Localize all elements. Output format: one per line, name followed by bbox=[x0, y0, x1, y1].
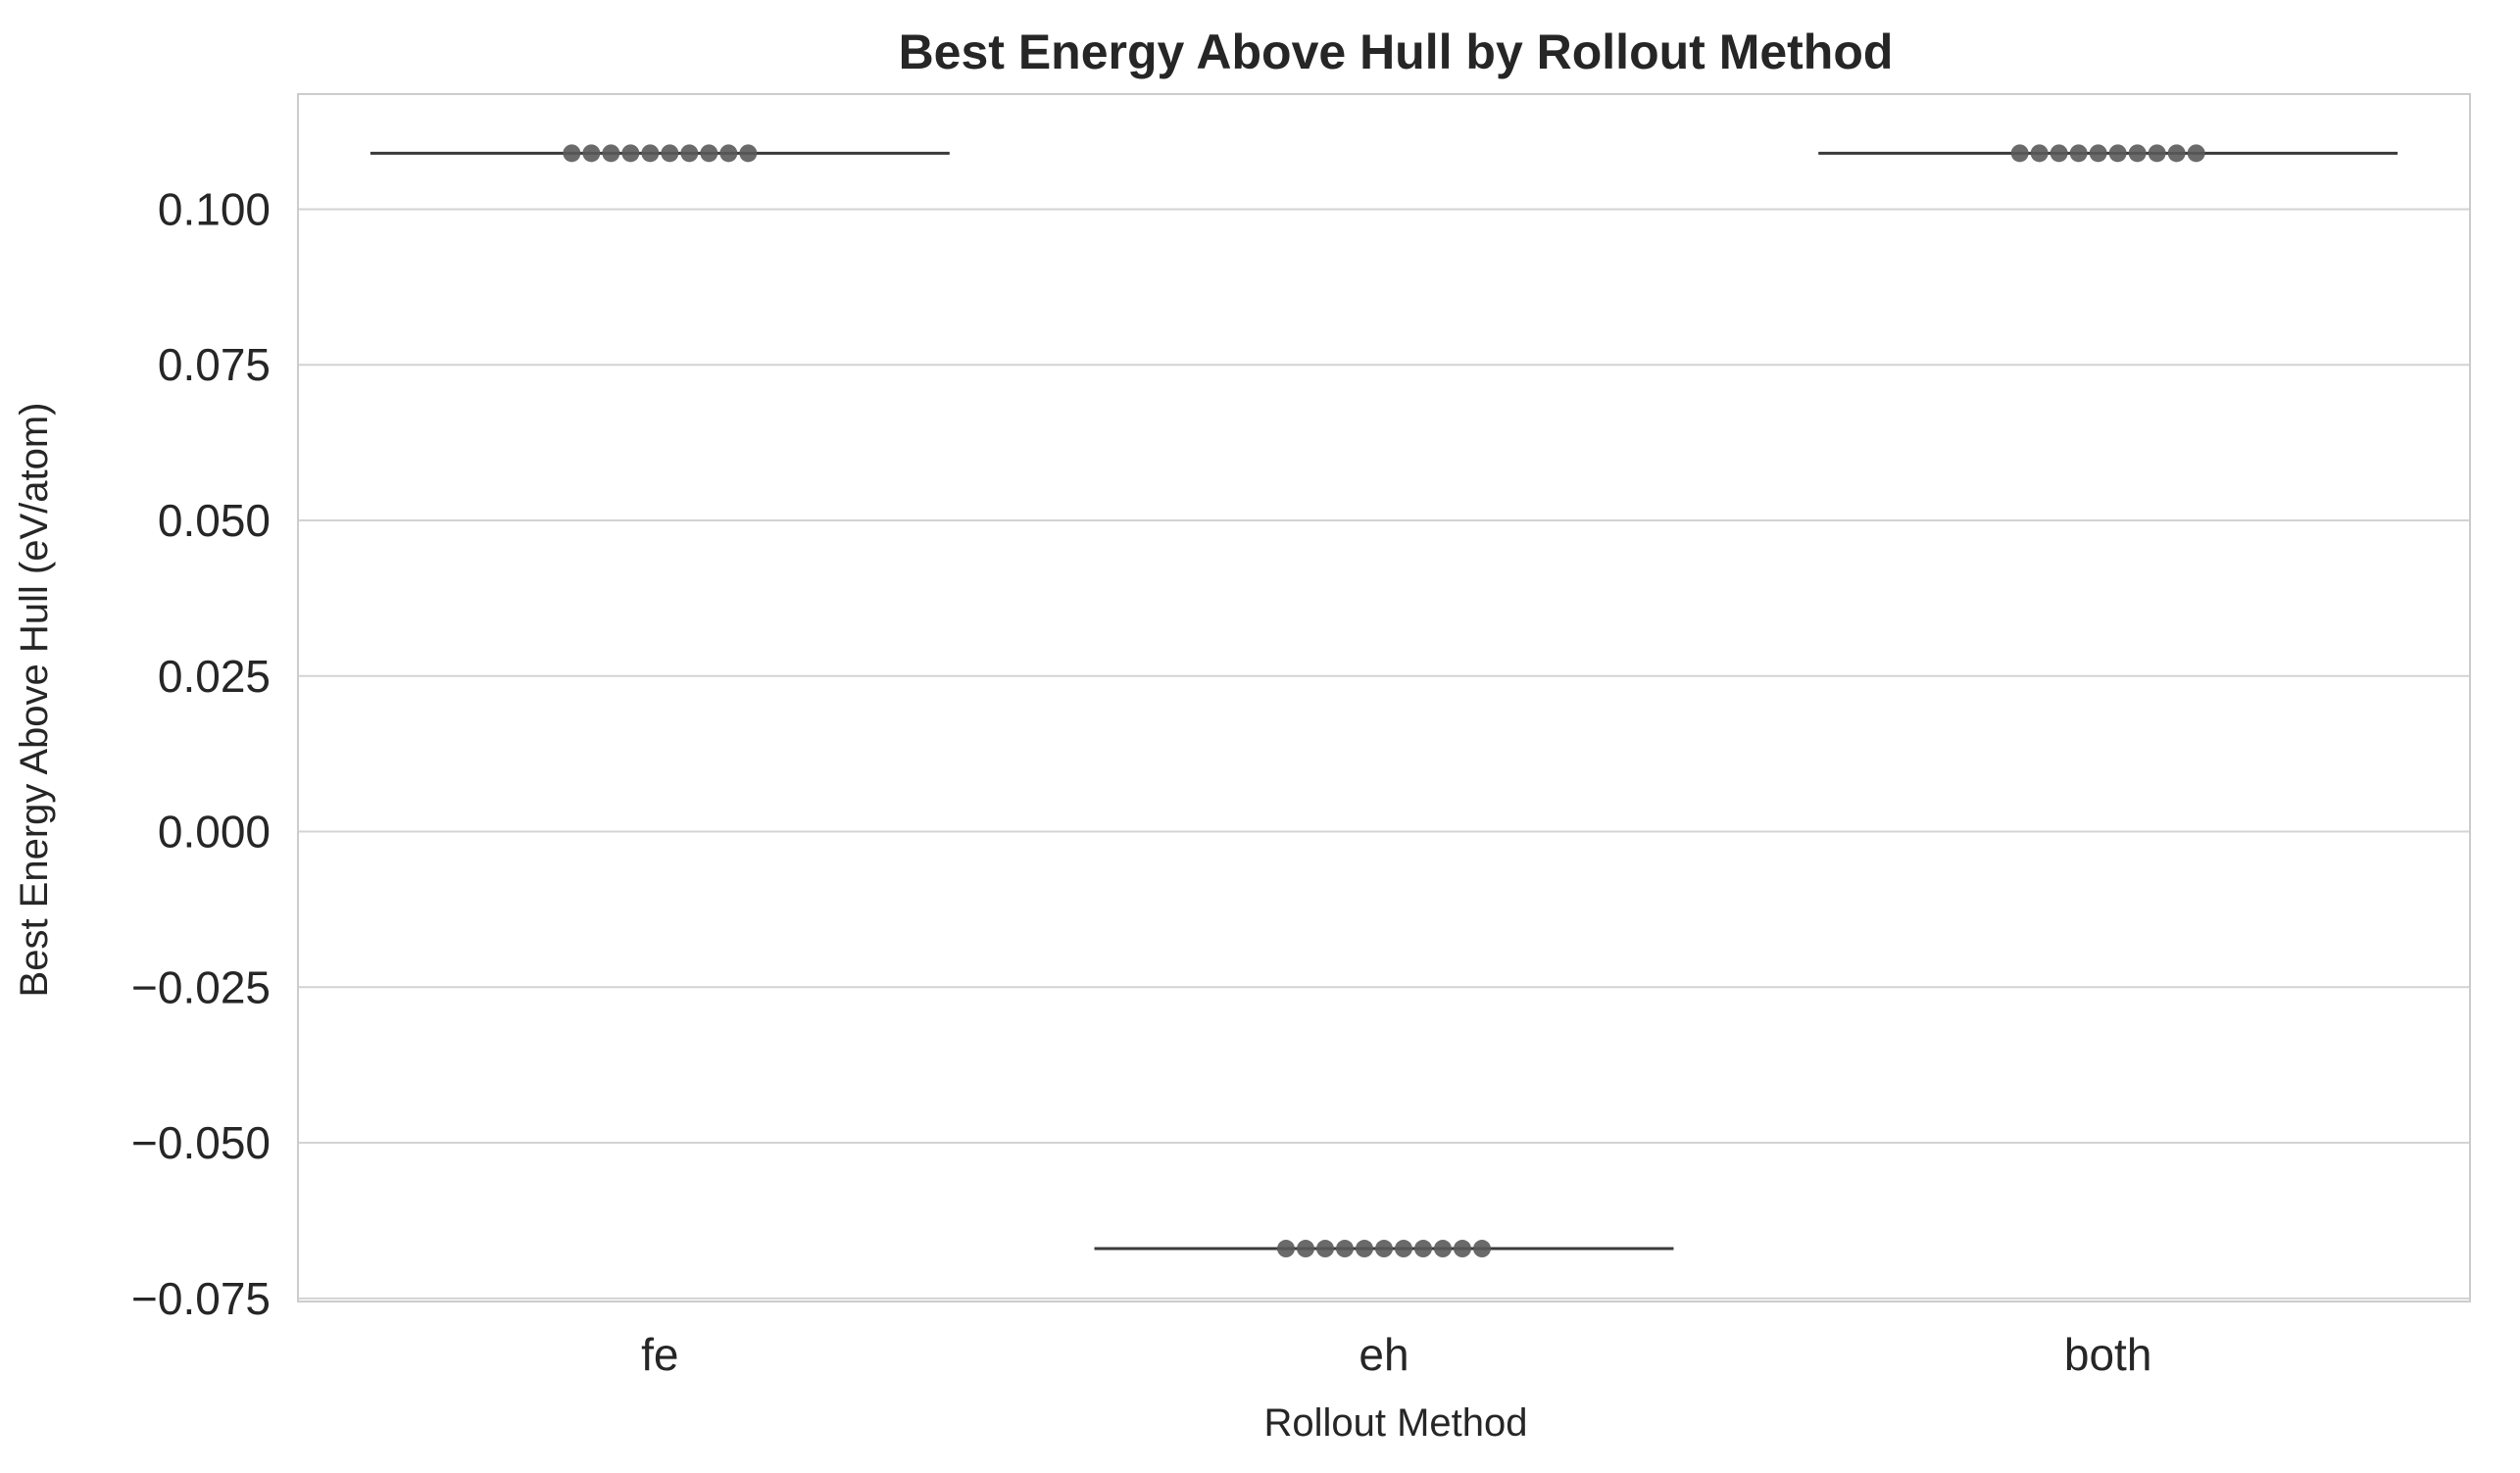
data-point-fe bbox=[641, 144, 660, 163]
data-point-fe bbox=[563, 144, 581, 163]
x-tick-label-both: both bbox=[2064, 1329, 2152, 1380]
x-axis-label: Rollout Method bbox=[1263, 1401, 1527, 1445]
data-point-eh bbox=[1356, 1240, 1373, 1258]
data-point-eh bbox=[1277, 1240, 1295, 1258]
y-axis-ticks: 0.100 0.075 0.050 0.025 0.000 −0.025 −0.050 −0.… bbox=[131, 183, 271, 1323]
data-point-both bbox=[2187, 144, 2205, 163]
data-point-both bbox=[2108, 144, 2127, 163]
data-point-eh bbox=[1473, 1240, 1491, 1258]
y-tick-label: 0.075 bbox=[158, 339, 271, 390]
data-point-eh bbox=[1297, 1240, 1314, 1258]
data-point-fe bbox=[680, 144, 699, 163]
grid-lines bbox=[298, 208, 2470, 1300]
data-point-both bbox=[2128, 144, 2147, 163]
y-tick-label: 0.100 bbox=[158, 183, 271, 234]
data-point-both bbox=[2030, 144, 2049, 163]
data-point-both bbox=[2089, 144, 2107, 163]
y-tick-label: −0.075 bbox=[131, 1273, 271, 1324]
plot-area-frame bbox=[297, 93, 2471, 1302]
data-point-fe bbox=[700, 144, 718, 163]
swarm-points bbox=[563, 144, 2205, 1258]
x-axis-ticks: fe eh both bbox=[641, 1329, 2151, 1380]
data-point-eh bbox=[1414, 1240, 1432, 1258]
x-tick-label-eh: eh bbox=[1359, 1329, 1408, 1380]
data-point-both bbox=[2069, 144, 2088, 163]
data-point-both bbox=[2148, 144, 2166, 163]
data-point-eh bbox=[1316, 1240, 1334, 1258]
data-point-both bbox=[2167, 144, 2186, 163]
y-axis-label: Best Energy Above Hull (eV/atom) bbox=[13, 403, 56, 998]
data-point-fe bbox=[739, 144, 758, 163]
data-point-both bbox=[2050, 144, 2068, 163]
data-point-eh bbox=[1336, 1240, 1354, 1258]
y-tick-label: 0.025 bbox=[158, 651, 271, 702]
data-point-fe bbox=[582, 144, 601, 163]
y-tick-label: 0.050 bbox=[158, 495, 271, 546]
data-point-both bbox=[2010, 144, 2029, 163]
data-point-eh bbox=[1454, 1240, 1471, 1258]
data-point-fe bbox=[602, 144, 620, 163]
data-point-fe bbox=[621, 144, 640, 163]
data-point-eh bbox=[1395, 1240, 1412, 1258]
data-point-eh bbox=[1375, 1240, 1393, 1258]
data-point-eh bbox=[1434, 1240, 1452, 1258]
y-tick-label: 0.000 bbox=[158, 807, 271, 858]
y-tick-label: −0.025 bbox=[131, 961, 271, 1012]
data-point-fe bbox=[719, 144, 738, 163]
y-tick-label: −0.050 bbox=[131, 1117, 271, 1168]
data-point-fe bbox=[661, 144, 679, 163]
chart-title: Best Energy Above Hull by Rollout Method bbox=[899, 25, 1894, 79]
x-tick-label-fe: fe bbox=[641, 1329, 678, 1380]
